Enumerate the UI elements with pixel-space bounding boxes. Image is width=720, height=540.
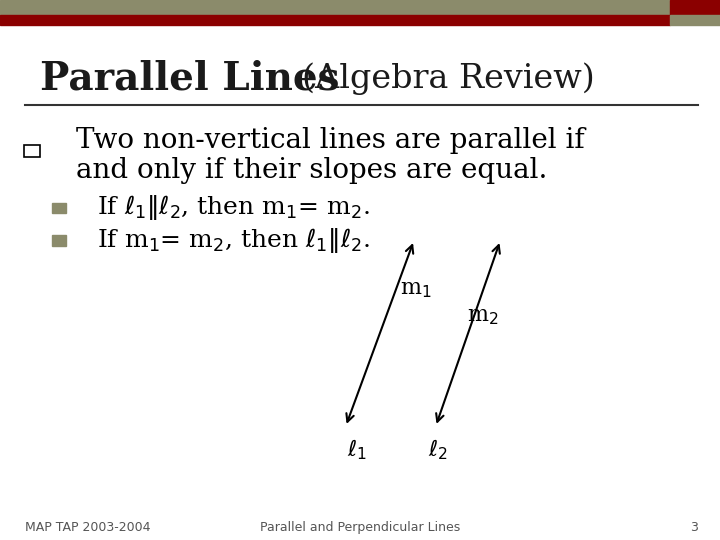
Bar — [52, 235, 66, 246]
Text: $\ell_1$: $\ell_1$ — [347, 437, 367, 462]
Text: 3: 3 — [690, 521, 698, 534]
Text: m$_2$: m$_2$ — [467, 305, 498, 327]
Text: $\ell_2$: $\ell_2$ — [428, 437, 447, 462]
Text: m$_1$: m$_1$ — [400, 278, 431, 300]
Text: If m$_1$= m$_2$, then $\ell_1 \| \ell_2$.: If m$_1$= m$_2$, then $\ell_1 \| \ell_2$… — [97, 226, 370, 255]
Bar — [24, 145, 40, 157]
Text: Two non-vertical lines are parallel if: Two non-vertical lines are parallel if — [76, 127, 585, 154]
Bar — [0, 15, 670, 25]
Text: Parallel and Perpendicular Lines: Parallel and Perpendicular Lines — [260, 521, 460, 534]
Bar — [0, 0, 670, 15]
Bar — [670, 0, 720, 15]
Text: If $\ell_1 \| \ell_2$, then m$_1$= m$_2$.: If $\ell_1 \| \ell_2$, then m$_1$= m$_2$… — [97, 193, 370, 222]
Bar — [52, 202, 66, 213]
Text: MAP TAP 2003-2004: MAP TAP 2003-2004 — [25, 521, 150, 534]
Bar — [670, 15, 720, 25]
Text: and only if their slopes are equal.: and only if their slopes are equal. — [76, 157, 547, 184]
Text: Parallel Lines: Parallel Lines — [40, 59, 339, 97]
Text: (Algebra Review): (Algebra Review) — [302, 62, 595, 94]
